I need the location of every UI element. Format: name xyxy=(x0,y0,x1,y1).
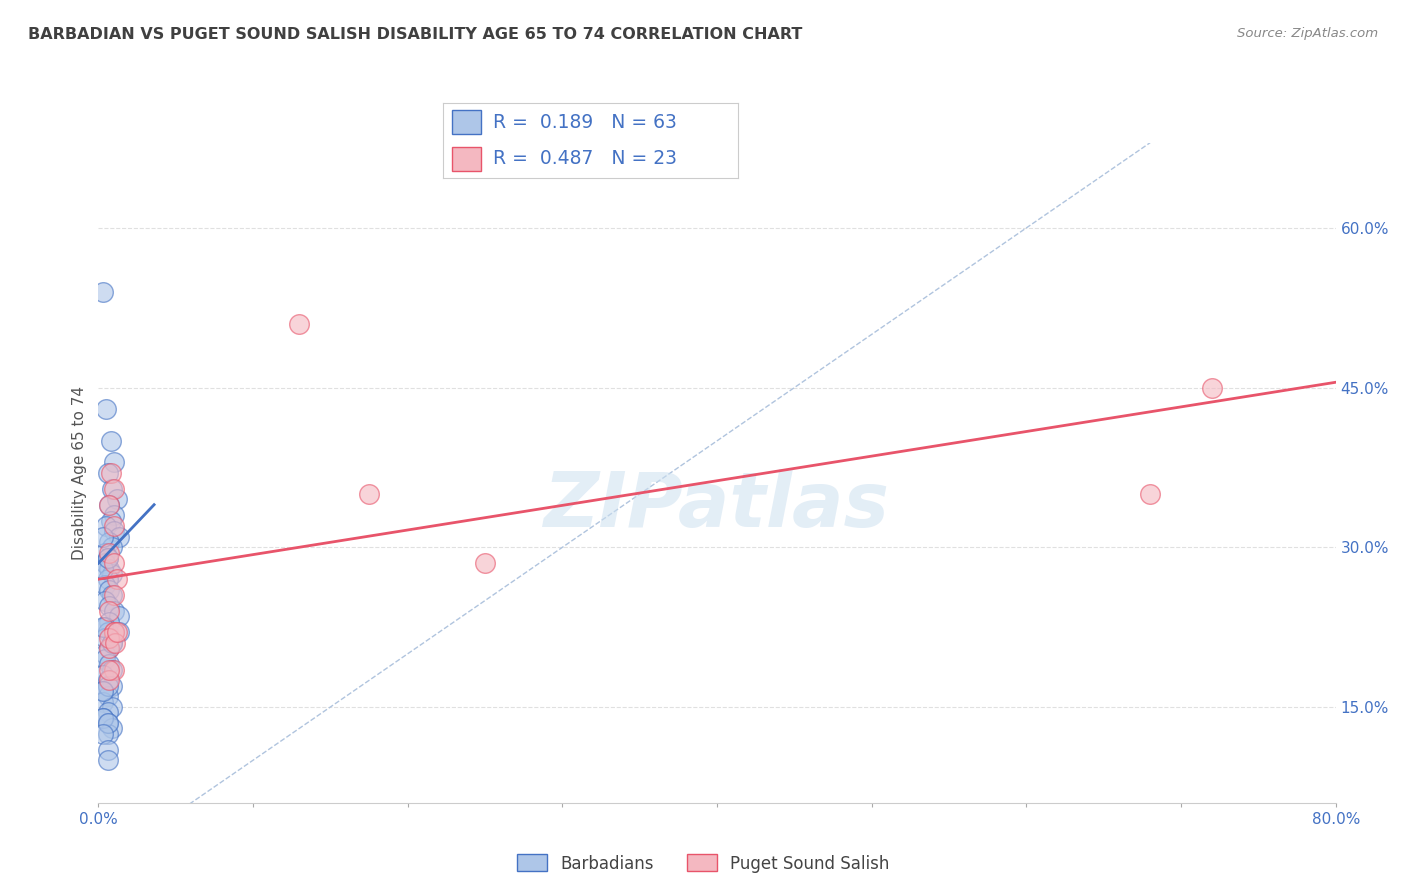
Point xyxy=(101,679,124,693)
Point xyxy=(98,582,121,597)
Point xyxy=(91,530,114,544)
Point xyxy=(105,572,128,586)
Point xyxy=(1201,381,1223,395)
Text: R =  0.189   N = 63: R = 0.189 N = 63 xyxy=(494,112,676,132)
Point xyxy=(98,599,121,613)
Point xyxy=(97,753,120,767)
Point xyxy=(91,620,114,634)
Point xyxy=(93,652,115,666)
Point xyxy=(98,615,121,629)
Point xyxy=(98,673,121,688)
Point xyxy=(98,604,121,618)
Point xyxy=(101,700,124,714)
Point xyxy=(97,679,120,693)
Point xyxy=(98,546,121,560)
Point xyxy=(103,455,125,469)
Text: ZIPatlas: ZIPatlas xyxy=(544,469,890,542)
Point xyxy=(98,535,121,549)
Point xyxy=(93,631,115,645)
Point xyxy=(91,668,114,682)
Point xyxy=(98,641,121,656)
Point xyxy=(98,631,121,645)
Point xyxy=(97,673,120,688)
Point xyxy=(105,492,128,507)
Text: Source: ZipAtlas.com: Source: ZipAtlas.com xyxy=(1237,27,1378,40)
Y-axis label: Disability Age 65 to 74: Disability Age 65 to 74 xyxy=(72,385,87,560)
Point xyxy=(103,604,125,618)
Point xyxy=(357,487,380,501)
Point xyxy=(91,684,114,698)
Point xyxy=(97,572,120,586)
Point xyxy=(101,636,124,650)
Point xyxy=(97,625,120,640)
Point xyxy=(93,556,115,570)
Point xyxy=(98,641,121,656)
Point xyxy=(107,609,129,624)
FancyBboxPatch shape xyxy=(451,146,481,171)
Point xyxy=(98,498,121,512)
Point xyxy=(93,593,115,607)
Point xyxy=(101,566,124,581)
Point xyxy=(93,577,115,591)
Point xyxy=(100,466,122,480)
Point xyxy=(103,482,125,496)
Point xyxy=(103,556,125,570)
Point xyxy=(97,690,120,704)
Text: BARBADIAN VS PUGET SOUND SALISH DISABILITY AGE 65 TO 74 CORRELATION CHART: BARBADIAN VS PUGET SOUND SALISH DISABILI… xyxy=(28,27,803,42)
Point xyxy=(91,726,114,740)
Point xyxy=(91,285,114,299)
Point xyxy=(101,541,124,555)
Point xyxy=(91,684,114,698)
Point xyxy=(96,519,118,533)
Point xyxy=(97,550,120,565)
Point xyxy=(97,715,120,730)
FancyBboxPatch shape xyxy=(451,111,481,135)
Point xyxy=(97,466,120,480)
Point xyxy=(100,434,122,448)
Point xyxy=(103,519,125,533)
Point xyxy=(93,620,115,634)
Point xyxy=(98,657,121,672)
Point xyxy=(97,742,120,756)
Point xyxy=(93,546,115,560)
Point xyxy=(97,706,120,720)
Point xyxy=(105,625,128,640)
Point xyxy=(96,401,118,416)
Point xyxy=(103,625,125,640)
Point xyxy=(1139,487,1161,501)
Text: R =  0.487   N = 23: R = 0.487 N = 23 xyxy=(494,149,678,169)
Point xyxy=(103,625,125,640)
Point xyxy=(103,663,125,677)
Point xyxy=(91,695,114,709)
Point xyxy=(103,588,125,602)
Point xyxy=(107,625,129,640)
Point xyxy=(107,530,129,544)
Legend: Barbadians, Puget Sound Salish: Barbadians, Puget Sound Salish xyxy=(510,847,896,880)
Point xyxy=(474,556,496,570)
Point xyxy=(97,726,120,740)
Point xyxy=(98,498,121,512)
Point xyxy=(101,721,124,735)
Point xyxy=(100,514,122,528)
Point xyxy=(103,508,125,523)
Point xyxy=(91,561,114,575)
Point xyxy=(101,636,124,650)
Point xyxy=(101,482,124,496)
Point xyxy=(93,647,115,661)
Point xyxy=(97,550,120,565)
Point xyxy=(103,524,125,539)
Point xyxy=(288,317,311,331)
Point xyxy=(98,561,121,575)
Point xyxy=(98,663,121,677)
Point xyxy=(91,711,114,725)
Point xyxy=(91,711,114,725)
Point xyxy=(101,588,124,602)
Point xyxy=(104,636,127,650)
Point xyxy=(101,663,124,677)
Point xyxy=(97,715,120,730)
